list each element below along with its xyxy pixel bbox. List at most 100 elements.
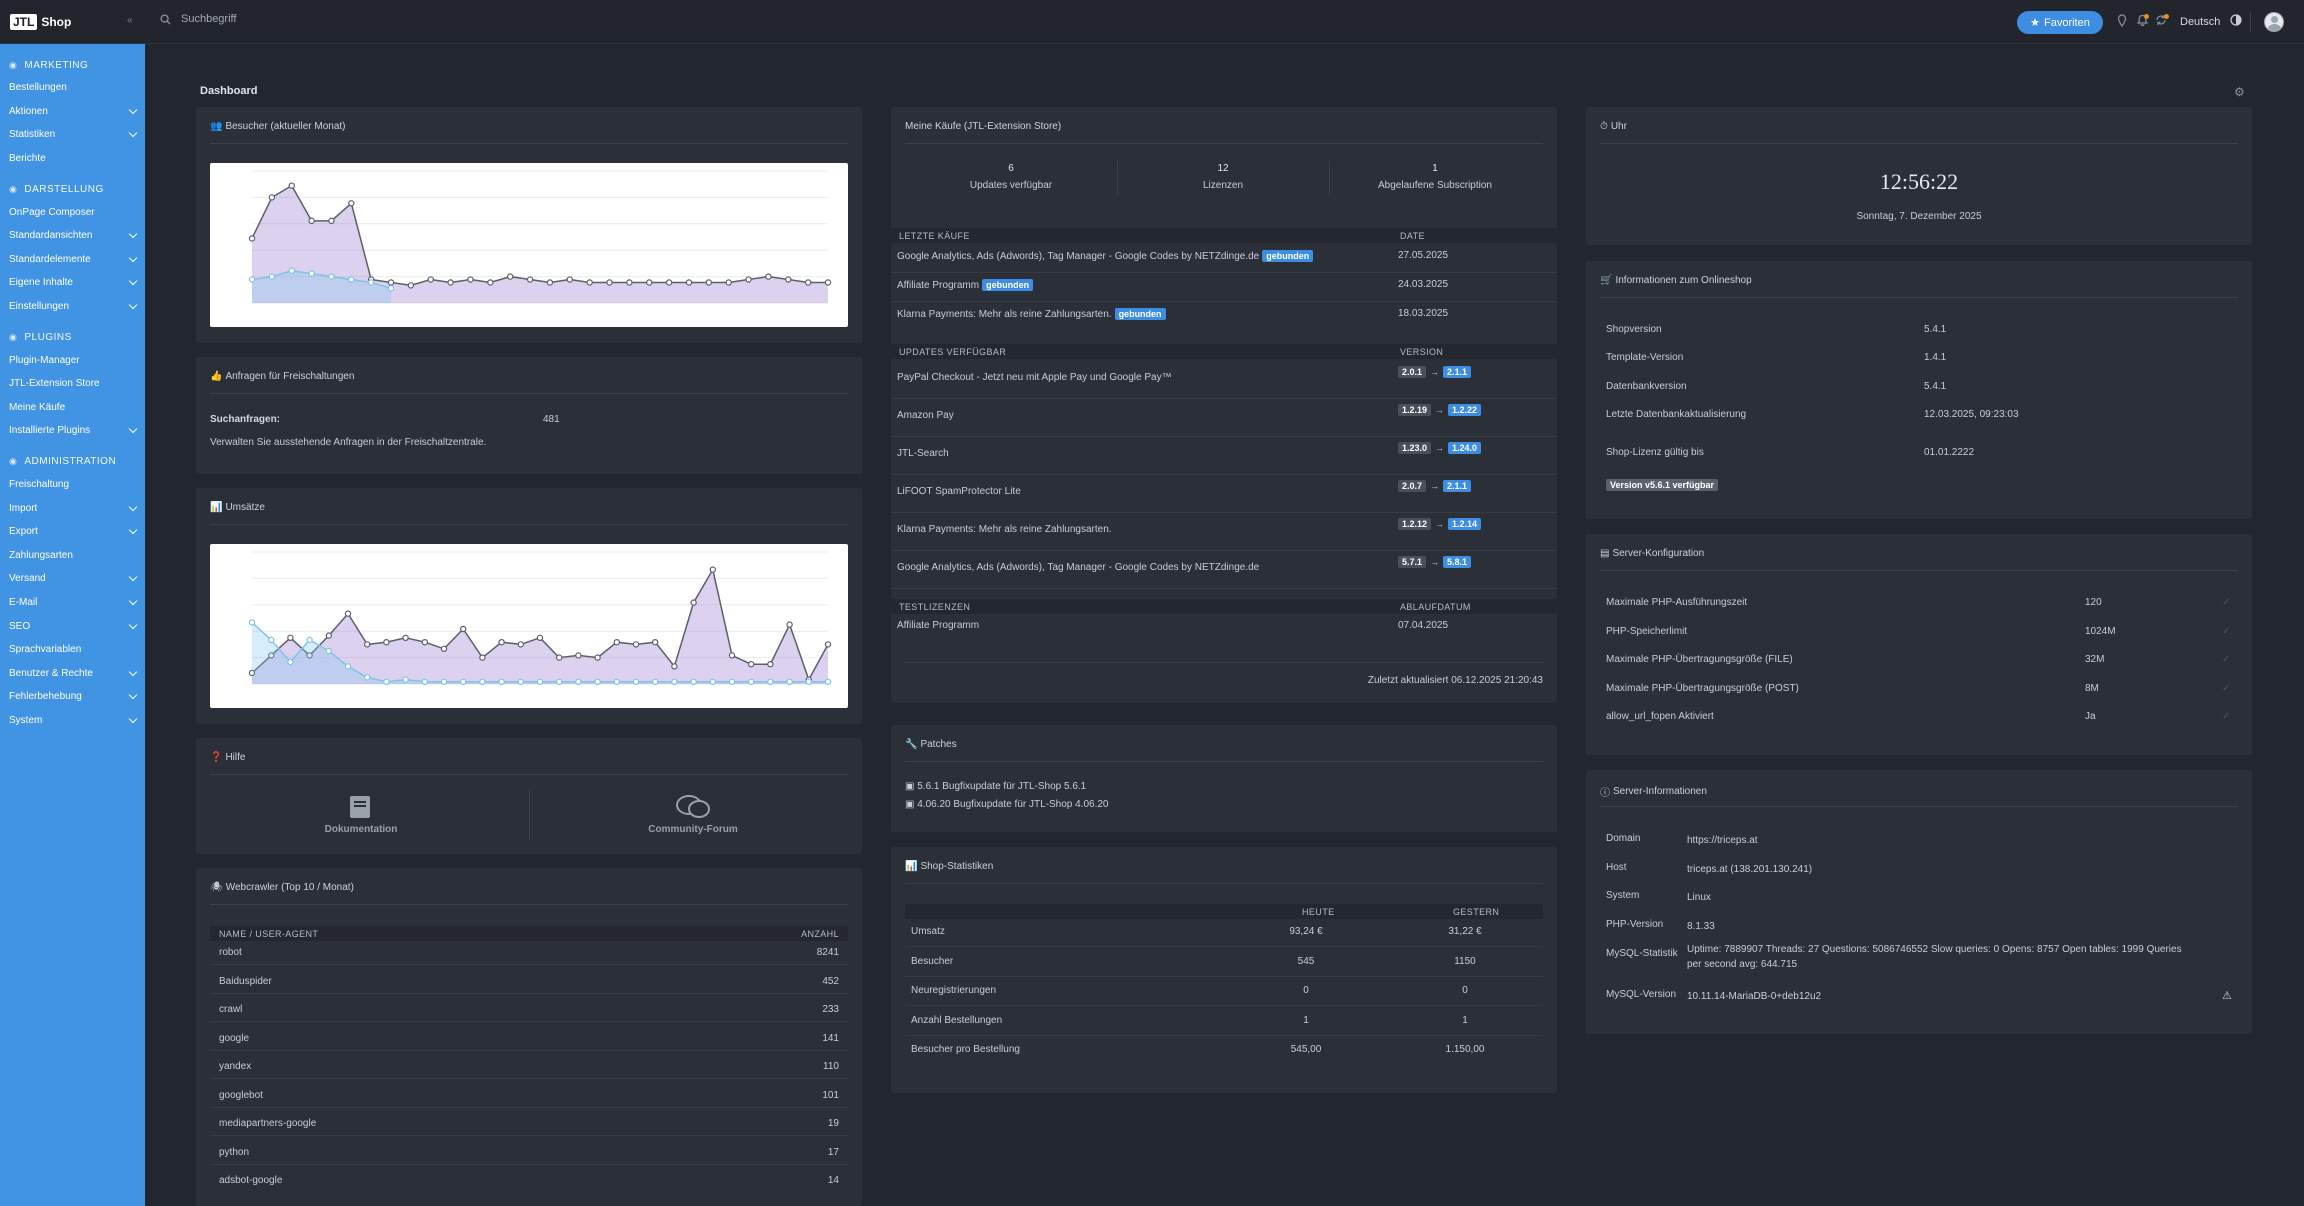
sales-point[interactable] bbox=[748, 678, 755, 685]
requests-note[interactable]: Verwalten Sie ausstehende Anfragen in de… bbox=[210, 437, 487, 448]
sidebar-item[interactable]: Meine Käufe bbox=[0, 396, 145, 420]
visitors-point[interactable] bbox=[387, 279, 395, 286]
sidebar-item[interactable]: Standardelemente bbox=[0, 248, 145, 272]
sidebar-item[interactable]: Versand bbox=[0, 567, 145, 591]
location-icon[interactable] bbox=[2117, 14, 2127, 27]
sales-point[interactable] bbox=[459, 678, 467, 685]
sales-point[interactable] bbox=[268, 652, 275, 659]
sales-point[interactable] bbox=[517, 678, 524, 685]
sales-point[interactable] bbox=[287, 634, 294, 642]
warning-icon[interactable]: ⚠ bbox=[2222, 990, 2232, 1002]
sales-point[interactable] bbox=[613, 678, 620, 685]
visitors-point[interactable] bbox=[268, 194, 276, 201]
sales-point[interactable] bbox=[383, 678, 390, 685]
sales-point[interactable] bbox=[824, 641, 832, 648]
sidebar-item[interactable]: OnPage Composer bbox=[0, 200, 145, 224]
visitors-point[interactable] bbox=[308, 217, 315, 225]
avatar[interactable] bbox=[2264, 12, 2284, 32]
sales-point[interactable] bbox=[440, 678, 448, 685]
sales-point[interactable] bbox=[556, 678, 563, 685]
version-available-badge[interactable]: Version v5.6.1 verfügbar bbox=[1606, 475, 1719, 493]
sidebar-item[interactable]: Freischaltung bbox=[0, 473, 145, 497]
sidebar-item[interactable]: Einstellungen bbox=[0, 295, 145, 319]
sales-point[interactable] bbox=[306, 652, 313, 659]
sales-point[interactable] bbox=[517, 641, 524, 648]
sidebar-item[interactable]: Plugin-Manager bbox=[0, 348, 145, 372]
sidebar-item[interactable]: Berichte bbox=[0, 147, 145, 171]
sales-point[interactable] bbox=[306, 636, 313, 644]
documentation-link[interactable]: Dokumentation bbox=[324, 824, 398, 835]
sidebar-item[interactable]: Import bbox=[0, 496, 145, 520]
community-forum-link[interactable]: Community-Forum bbox=[648, 824, 738, 835]
visitors-point[interactable] bbox=[487, 279, 494, 286]
sales-point[interactable] bbox=[440, 645, 448, 653]
sales-point[interactable] bbox=[671, 678, 678, 685]
sales-point[interactable] bbox=[690, 678, 697, 685]
sales-point[interactable] bbox=[421, 638, 428, 646]
sales-point[interactable] bbox=[613, 638, 620, 646]
sidebar-item[interactable]: Standardansichten bbox=[0, 224, 145, 248]
visitors-point[interactable] bbox=[447, 279, 454, 286]
sales-point[interactable] bbox=[363, 674, 371, 681]
visitors-point[interactable] bbox=[745, 276, 752, 283]
sales-point[interactable] bbox=[767, 660, 774, 668]
sidebar-item[interactable]: Aktionen bbox=[0, 100, 145, 124]
visitors-point[interactable] bbox=[546, 279, 554, 286]
visitors-point[interactable] bbox=[646, 279, 653, 286]
visitors-point[interactable] bbox=[387, 285, 395, 292]
sales-point[interactable] bbox=[575, 652, 582, 659]
book-icon[interactable] bbox=[347, 794, 373, 820]
sales-point[interactable] bbox=[728, 652, 736, 659]
sales-point[interactable] bbox=[767, 678, 774, 685]
sidebar-item[interactable]: E-Mail bbox=[0, 591, 145, 615]
visitors-point[interactable] bbox=[348, 200, 355, 207]
sales-point[interactable] bbox=[556, 654, 563, 661]
search-input[interactable] bbox=[181, 13, 481, 25]
sales-point[interactable] bbox=[786, 678, 793, 685]
theme-toggle-icon[interactable] bbox=[2230, 14, 2242, 26]
visitors-point[interactable] bbox=[248, 276, 256, 283]
sales-point[interactable] bbox=[248, 669, 256, 677]
visitors-point[interactable] bbox=[804, 279, 812, 286]
sales-point[interactable] bbox=[344, 663, 352, 670]
sales-point[interactable] bbox=[536, 678, 544, 685]
visitors-point[interactable] bbox=[328, 217, 335, 225]
sales-point[interactable] bbox=[325, 647, 333, 655]
sales-point[interactable] bbox=[498, 678, 505, 685]
dashboard-settings-icon[interactable]: ⚙ bbox=[2234, 85, 2245, 99]
visitors-point[interactable] bbox=[308, 270, 315, 277]
sales-point[interactable] bbox=[824, 678, 832, 685]
sales-point[interactable] bbox=[632, 641, 640, 648]
sales-point[interactable] bbox=[383, 638, 390, 646]
sales-point[interactable] bbox=[671, 663, 678, 670]
favorites-button[interactable]: ★ Favoriten bbox=[2017, 11, 2103, 34]
sidebar-item[interactable]: Installierte Plugins bbox=[0, 419, 145, 443]
sidebar-item[interactable]: Zahlungsarten bbox=[0, 544, 145, 568]
sales-point[interactable] bbox=[536, 634, 544, 642]
forum-icon[interactable] bbox=[675, 794, 711, 820]
patch-item[interactable]: ▣ 5.6.1 Bugfixupdate für JTL-Shop 5.6.1 bbox=[905, 781, 1087, 792]
sales-point[interactable] bbox=[459, 625, 467, 633]
visitors-point[interactable] bbox=[785, 276, 792, 283]
visitors-point[interactable] bbox=[467, 276, 474, 283]
sales-point[interactable] bbox=[287, 658, 294, 666]
visitors-point[interactable] bbox=[328, 273, 335, 280]
sales-point[interactable] bbox=[402, 676, 409, 683]
sales-point[interactable] bbox=[652, 678, 659, 685]
sales-point[interactable] bbox=[248, 619, 256, 626]
brand[interactable]: JTL Shop bbox=[0, 0, 145, 44]
sidebar-item[interactable]: Export bbox=[0, 520, 145, 544]
sales-point[interactable] bbox=[479, 654, 486, 661]
sales-point[interactable] bbox=[709, 678, 716, 685]
sales-point[interactable] bbox=[594, 654, 601, 661]
visitors-point[interactable] bbox=[248, 235, 256, 242]
visitors-point[interactable] bbox=[665, 279, 673, 286]
sales-point[interactable] bbox=[594, 678, 601, 685]
sales-point[interactable] bbox=[690, 599, 697, 606]
visitors-point[interactable] bbox=[407, 282, 415, 289]
sidebar-item[interactable]: Eigene Inhalte bbox=[0, 271, 145, 295]
sales-point[interactable] bbox=[268, 636, 275, 644]
visitors-point[interactable] bbox=[685, 279, 693, 286]
sidebar-item[interactable]: Bestellungen bbox=[0, 76, 145, 100]
sales-point[interactable] bbox=[652, 638, 659, 646]
